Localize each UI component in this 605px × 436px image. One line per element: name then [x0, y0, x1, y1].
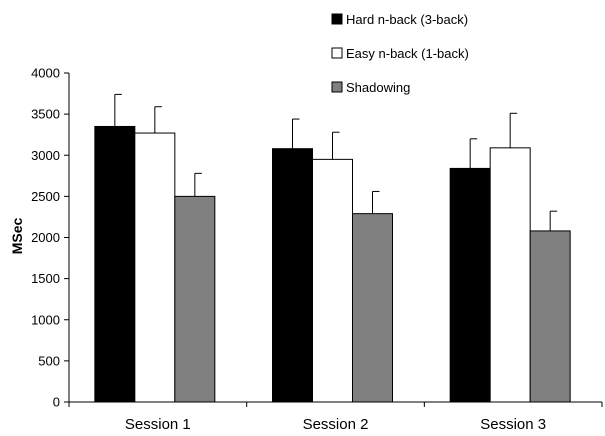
- legend-label: Hard n-back (3-back): [346, 12, 468, 27]
- bar: [312, 158, 353, 403]
- error-bars: [114, 93, 558, 231]
- x-tick-label: Session 3: [480, 416, 546, 433]
- bar: [489, 147, 531, 403]
- bar: [272, 148, 313, 403]
- x-axis: Session 1 Session 2 Session 3: [68, 401, 603, 433]
- y-tick-label: 3000: [31, 148, 60, 163]
- y-tick-label: 500: [38, 353, 60, 368]
- legend-label: Easy n-back (1-back): [346, 46, 469, 61]
- y-tick-label: 1000: [31, 312, 60, 327]
- bar: [529, 230, 571, 403]
- y-axis-label: MSec: [9, 218, 25, 255]
- y-tick-label: 2500: [31, 189, 60, 204]
- bars: [94, 125, 571, 403]
- y-tick-label: 2000: [31, 230, 60, 245]
- bar: [94, 125, 136, 403]
- y-tick-label: 4000: [31, 66, 60, 81]
- legend-swatch: [331, 81, 343, 93]
- y-tick-label: 3500: [31, 107, 60, 122]
- bar: [134, 132, 176, 403]
- bar: [449, 167, 491, 403]
- y-tick-label: 1500: [31, 271, 60, 286]
- x-tick-label: Session 1: [125, 416, 191, 433]
- legend-swatch: [331, 13, 343, 25]
- bar: [352, 213, 393, 403]
- y-axis: 0 500 1000 1500 2000 2500 3000 3500 4000: [31, 66, 70, 410]
- bar: [174, 195, 216, 403]
- legend-swatch: [331, 47, 343, 59]
- y-tick-label: 0: [53, 395, 60, 410]
- legend: Hard n-back (3-back) Easy n-back (1-back)…: [331, 12, 469, 95]
- legend-label: Shadowing: [346, 80, 410, 95]
- x-tick-label: Session 2: [303, 416, 369, 433]
